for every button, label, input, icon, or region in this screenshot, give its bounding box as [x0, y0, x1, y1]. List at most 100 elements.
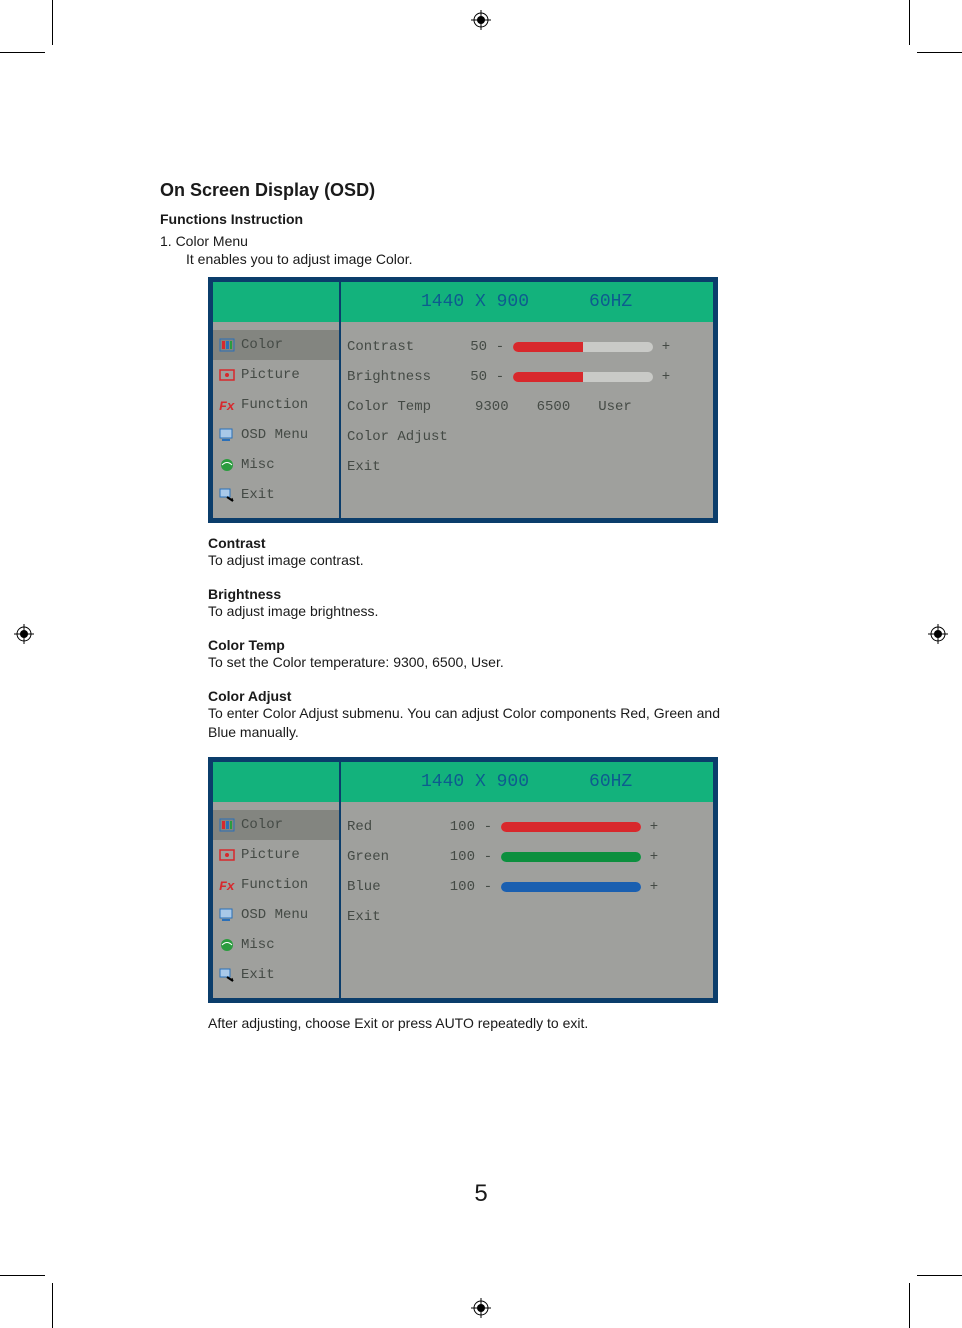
sidebar-item-label: OSD Menu — [241, 427, 308, 443]
sidebar-item-function[interactable]: Fx Function — [213, 390, 339, 420]
osd-refresh: 60HZ — [589, 292, 632, 312]
section-subtitle: Functions Instruction — [160, 211, 720, 227]
def-title: Contrast — [208, 535, 720, 551]
exit-row[interactable]: Exit — [347, 902, 703, 932]
exit-row[interactable]: Exit — [347, 452, 703, 482]
after-note: After adjusting, choose Exit or press AU… — [208, 1015, 720, 1031]
crop-mark — [0, 1275, 45, 1276]
sidebar-item-misc[interactable]: Misc — [213, 930, 339, 960]
osd-menu-color: 1440 X 900 60HZ Color Picture Fx Functio… — [208, 277, 718, 523]
page-title: On Screen Display (OSD) — [160, 180, 720, 201]
registration-mark-icon — [928, 624, 948, 644]
def-title: Color Adjust — [208, 688, 720, 704]
sidebar-item-color[interactable]: Color — [213, 810, 339, 840]
blue-value: 100 — [405, 879, 475, 895]
slider-fill — [501, 882, 641, 892]
minus-icon: - — [483, 849, 493, 865]
sidebar-item-exit[interactable]: Exit — [213, 960, 339, 990]
sidebar-item-misc[interactable]: Misc — [213, 450, 339, 480]
sidebar-item-label: Function — [241, 877, 308, 893]
red-value: 100 — [405, 819, 475, 835]
minus-icon: - — [495, 339, 505, 355]
colortemp-option[interactable]: 6500 — [537, 399, 571, 415]
green-row[interactable]: Green 100 - + — [347, 842, 703, 872]
color-bars-icon — [219, 818, 235, 832]
def-body: To set the Color temperature: 9300, 6500… — [208, 653, 720, 672]
osd-header: 1440 X 900 60HZ — [213, 762, 713, 802]
contrast-value: 50 — [455, 339, 487, 355]
osd-refresh: 60HZ — [589, 772, 632, 792]
misc-icon — [219, 458, 235, 472]
registration-mark-icon — [471, 10, 491, 30]
def-title: Brightness — [208, 586, 720, 602]
slider-fill — [513, 372, 583, 382]
sidebar-item-label: Exit — [241, 967, 275, 983]
definition-contrast: Contrast To adjust image contrast. — [208, 535, 720, 570]
sidebar-item-picture[interactable]: Picture — [213, 840, 339, 870]
row-label: Green — [347, 849, 397, 865]
coloradjust-row[interactable]: Color Adjust — [347, 422, 703, 452]
blue-slider[interactable] — [501, 882, 641, 892]
picture-icon — [219, 848, 235, 862]
plus-icon: + — [649, 879, 659, 895]
contrast-slider[interactable] — [513, 342, 653, 352]
osd-resolution: 1440 X 900 — [421, 292, 529, 312]
crop-mark — [909, 1283, 910, 1328]
function-icon: Fx — [219, 398, 235, 412]
brightness-row[interactable]: Brightness 50 - + — [347, 362, 703, 392]
sidebar-item-exit[interactable]: Exit — [213, 480, 339, 510]
step-description: It enables you to adjust image Color. — [186, 251, 720, 267]
red-slider[interactable] — [501, 822, 641, 832]
crop-mark — [52, 1283, 53, 1328]
minus-icon: - — [495, 369, 505, 385]
colortemp-option[interactable]: 9300 — [475, 399, 509, 415]
green-value: 100 — [405, 849, 475, 865]
def-body: To enter Color Adjust submenu. You can a… — [208, 704, 720, 742]
red-row[interactable]: Red 100 - + — [347, 812, 703, 842]
osd-sidebar: Color Picture Fx Function OSD Menu Misc — [213, 322, 341, 518]
row-label: Blue — [347, 879, 397, 895]
def-body: To adjust image contrast. — [208, 551, 720, 570]
blue-row[interactable]: Blue 100 - + — [347, 872, 703, 902]
plus-icon: + — [649, 849, 659, 865]
row-label: Brightness — [347, 369, 447, 385]
sidebar-item-function[interactable]: Fx Function — [213, 870, 339, 900]
step-heading: 1. Color Menu — [160, 233, 720, 249]
page-number: 5 — [0, 1180, 962, 1208]
osd-resolution: 1440 X 900 — [421, 772, 529, 792]
registration-mark-icon — [14, 624, 34, 644]
exit-icon — [219, 968, 235, 982]
sidebar-item-osdmenu[interactable]: OSD Menu — [213, 420, 339, 450]
contrast-row[interactable]: Contrast 50 - + — [347, 332, 703, 362]
osd-main-panel: Red 100 - + Green 100 - + Blue 100 - — [341, 802, 713, 998]
crop-mark — [909, 0, 910, 45]
minus-icon: - — [483, 819, 493, 835]
crop-mark — [917, 52, 962, 53]
brightness-slider[interactable] — [513, 372, 653, 382]
row-label: Red — [347, 819, 397, 835]
brightness-value: 50 — [455, 369, 487, 385]
misc-icon — [219, 938, 235, 952]
sidebar-item-osdmenu[interactable]: OSD Menu — [213, 900, 339, 930]
osd-menu-color-adjust: 1440 X 900 60HZ Color Picture Fx Functio… — [208, 757, 718, 1003]
sidebar-item-picture[interactable]: Picture — [213, 360, 339, 390]
sidebar-item-label: Color — [241, 337, 283, 353]
registration-mark-icon — [471, 1298, 491, 1318]
osd-header: 1440 X 900 60HZ — [213, 282, 713, 322]
color-bars-icon — [219, 338, 235, 352]
green-slider[interactable] — [501, 852, 641, 862]
plus-icon: + — [649, 819, 659, 835]
svg-text:Fx: Fx — [219, 879, 235, 892]
sidebar-item-color[interactable]: Color — [213, 330, 339, 360]
colortemp-option[interactable]: User — [598, 399, 632, 415]
row-label: Exit — [347, 909, 397, 925]
def-title: Color Temp — [208, 637, 720, 653]
sidebar-item-label: Misc — [241, 937, 275, 953]
exit-icon — [219, 488, 235, 502]
colortemp-row[interactable]: Color Temp 9300 6500 User — [347, 392, 703, 422]
osd-main-panel: Contrast 50 - + Brightness 50 - + Color … — [341, 322, 713, 518]
slider-fill — [501, 852, 641, 862]
picture-icon — [219, 368, 235, 382]
slider-fill — [501, 822, 641, 832]
row-label: Contrast — [347, 339, 447, 355]
